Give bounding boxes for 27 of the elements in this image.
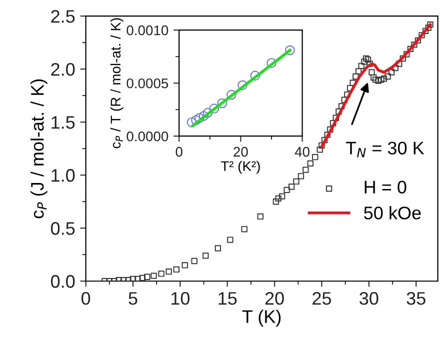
x-axis-title: T² (K²) [220,160,260,174]
y-tick-label: 0.0010 [126,25,168,36]
annotation: T$_{N}$ = 30 K [346,142,424,158]
legend-label: H = 0 [364,180,406,194]
x-tick-label: 15 [218,292,237,305]
y-tick-label: 0.0000 [126,131,168,142]
legend-label: 50 kOe [364,206,421,220]
x-tick-label: 10 [172,292,190,305]
y-tick-label: 2.0 [51,63,75,76]
x-tick-label: 40 [294,146,310,157]
x-tick-label: 25 [312,292,332,305]
y-tick-label: 1.0 [52,169,75,182]
x-tick-label: 20 [265,292,284,305]
y-tick-label: 0.0 [50,275,75,288]
y-tick-label: 1.5 [52,116,75,129]
y-axis-title: c$_{P}$ / T (R / mol-at. / K) [110,18,124,148]
x-tick-label: 35 [406,292,426,305]
x-tick-label: 5 [128,292,138,305]
x-tick-label: 0 [176,146,182,157]
x-axis-title: T (K) [242,310,281,327]
y-tick-label: 0.0005 [126,78,168,88]
x-tick-label: 20 [234,146,248,157]
y-axis-title: c$_{P}$ (J / mol-at. / K) [30,79,48,218]
y-tick-label: 0.5 [50,222,75,235]
y-tick-label: 2.5 [51,10,75,23]
x-tick-label: 30 [360,292,378,305]
x-tick-label: 0 [81,292,90,305]
